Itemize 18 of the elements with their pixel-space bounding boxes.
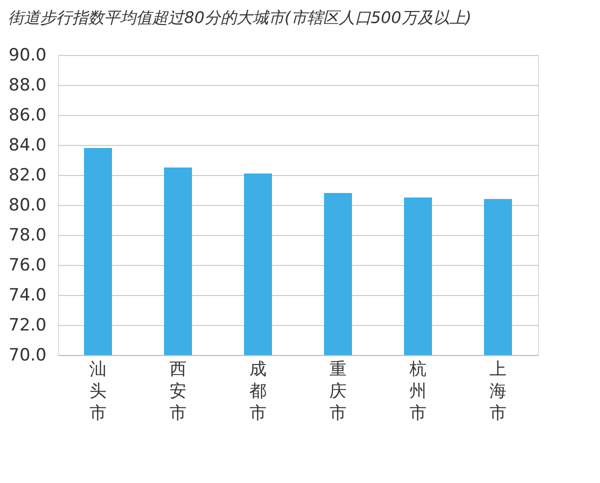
x-tick-label: 成都市 xyxy=(250,360,266,424)
x-tick-label: 西安市 xyxy=(170,360,186,424)
chart-title: 街道步行指数平均值超过80分的大城市(市辖区人口500万及以上) xyxy=(8,8,472,27)
x-tick-label: 上海市 xyxy=(490,360,506,424)
y-tick-label: 70.0 xyxy=(8,346,46,366)
y-tick-label: 74.0 xyxy=(8,286,46,306)
x-tick-label: 重庆市 xyxy=(330,360,346,424)
y-tick-label: 80.0 xyxy=(8,196,46,216)
y-tick-label: 88.0 xyxy=(8,76,46,96)
y-tick-label: 90.0 xyxy=(8,46,46,66)
y-tick-label: 76.0 xyxy=(8,256,46,276)
x-tick-label: 杭州市 xyxy=(408,360,426,424)
x-tick-label: 汕头市 xyxy=(90,360,106,424)
y-tick-label: 82.0 xyxy=(8,166,46,186)
y-tick-label: 72.0 xyxy=(8,316,46,336)
y-tick-label: 86.0 xyxy=(8,106,46,126)
y-tick-label: 84.0 xyxy=(8,136,46,156)
y-tick-label: 78.0 xyxy=(8,226,46,246)
